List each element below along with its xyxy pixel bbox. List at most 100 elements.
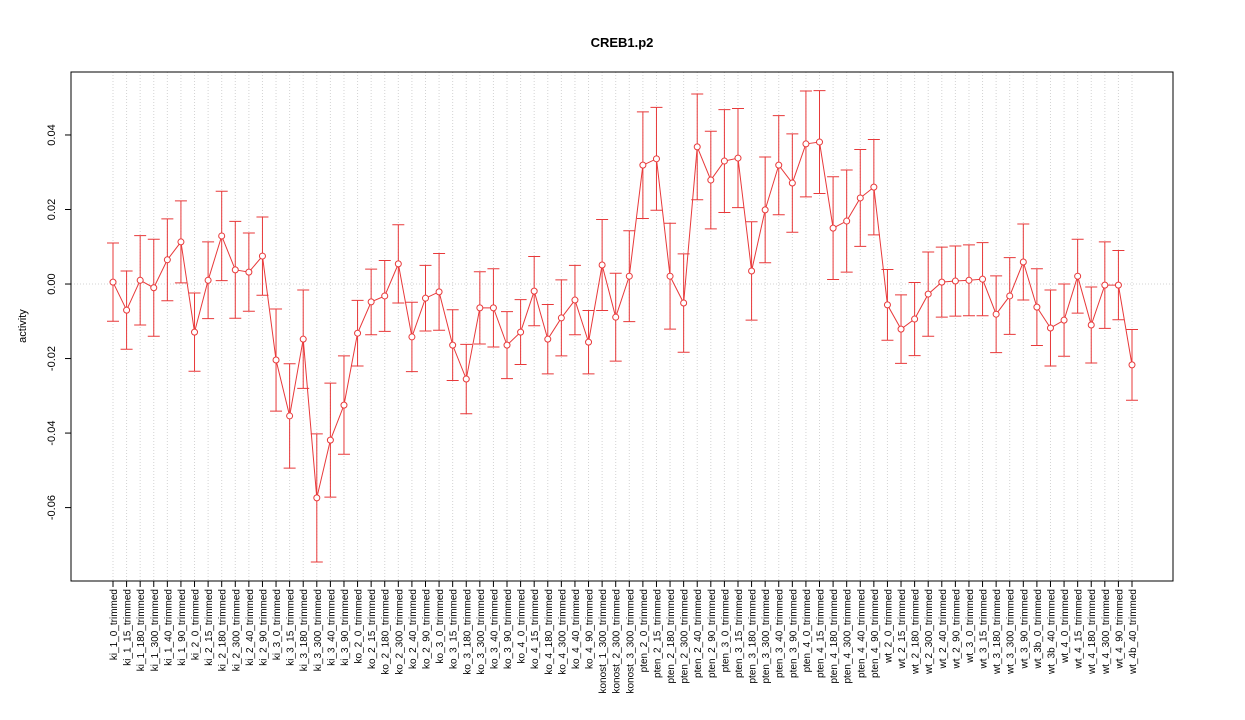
data-point xyxy=(530,287,538,295)
data-point xyxy=(421,294,429,302)
x-tick-label: ko_3_15_trimmed xyxy=(449,589,460,669)
x-tick-label: ki_1_300_trimmed xyxy=(150,589,161,671)
x-tick-label: wt_3b_0_trimmed xyxy=(1033,589,1044,669)
x-tick-label: pten_4_15_trimmed xyxy=(816,589,827,678)
x-tick-label: pten_2_0_trimmed xyxy=(639,589,650,672)
y-tick-label: -0.04 xyxy=(46,421,58,446)
data-point xyxy=(843,217,851,225)
x-tick-label: ko_3_0_trimmed xyxy=(435,589,446,663)
data-point xyxy=(1006,292,1014,300)
data-point xyxy=(340,401,348,409)
y-tick-label: 0.02 xyxy=(46,199,58,220)
data-point xyxy=(1033,303,1041,311)
data-point xyxy=(680,299,688,307)
x-tick-label: wt_2_300_trimmed xyxy=(924,589,935,675)
x-tick-label: ki_1_90_trimmed xyxy=(177,589,188,666)
data-point xyxy=(381,292,389,300)
x-tick-label: pten_2_300_trimmed xyxy=(680,589,691,684)
data-point xyxy=(326,436,334,444)
x-tick-label: wt_2_15_trimmed xyxy=(897,589,908,669)
data-point xyxy=(354,329,362,337)
x-tick-label: pten_3_300_trimmed xyxy=(761,589,772,684)
x-tick-label: ko_3_40_trimmed xyxy=(489,589,500,669)
x-tick-label: konost_1_300_trimmed xyxy=(598,589,609,694)
data-point xyxy=(870,183,878,191)
x-tick-label: ko_4_180_trimmed xyxy=(544,589,555,675)
x-tick-label: wt_4_0_trimmed xyxy=(1060,589,1071,664)
x-tick-label: ko_4_0_trimmed xyxy=(517,589,528,663)
data-point xyxy=(856,194,864,202)
data-point xyxy=(571,296,579,304)
x-tick-label: ki_2_300_trimmed xyxy=(231,589,242,671)
x-tick-label: wt_3_180_trimmed xyxy=(992,589,1003,675)
data-point xyxy=(1019,258,1027,266)
y-tick-label: -0.06 xyxy=(46,495,58,520)
x-tick-label: ki_3_0_trimmed xyxy=(272,589,283,660)
data-point xyxy=(883,301,891,309)
data-point xyxy=(775,161,783,169)
data-point xyxy=(503,341,511,349)
x-tick-label: ki_1_180_trimmed xyxy=(136,589,147,671)
data-point xyxy=(924,290,932,298)
data-point xyxy=(639,161,647,169)
data-point xyxy=(204,276,212,284)
x-tick-label: ko_2_40_trimmed xyxy=(408,589,419,669)
x-tick-label: wt_4b_40_trimmed xyxy=(1128,589,1139,675)
data-point xyxy=(951,277,959,285)
data-line xyxy=(112,141,1133,499)
x-tick-label: wt_4_90_trimmed xyxy=(1114,589,1125,669)
data-point xyxy=(598,261,606,269)
x-tick-label: wt_4_15_trimmed xyxy=(1074,589,1085,669)
data-point xyxy=(449,341,457,349)
x-tick-label: ki_2_40_trimmed xyxy=(245,589,256,666)
data-point xyxy=(231,266,239,274)
data-point xyxy=(136,276,144,284)
data-point xyxy=(544,335,552,343)
x-tick-label: ki_1_15_trimmed xyxy=(123,589,134,666)
data-point xyxy=(992,310,1000,318)
data-point xyxy=(1114,281,1122,289)
data-point xyxy=(625,272,633,280)
x-tick-label: ko_2_15_trimmed xyxy=(367,589,378,669)
data-point xyxy=(462,375,470,383)
x-tick-label: ki_1_0_trimmed xyxy=(109,589,120,660)
x-tick-label: pten_2_180_trimmed xyxy=(666,589,677,684)
x-tick-label: ki_2_0_trimmed xyxy=(191,589,202,660)
x-tick-label: ko_4_15_trimmed xyxy=(530,589,541,669)
x-tick-label: ki_1_40_trimmed xyxy=(163,589,174,666)
x-tick-label: konost_2_300_trimmed xyxy=(612,589,623,694)
x-tick-label: wt_3_0_trimmed xyxy=(965,589,976,664)
x-tick-label: pten_4_180_trimmed xyxy=(829,589,840,684)
x-tick-label: pten_4_40_trimmed xyxy=(856,589,867,678)
x-tick-label: ko_4_300_trimmed xyxy=(557,589,568,675)
data-point xyxy=(150,284,158,292)
data-point xyxy=(1074,272,1082,280)
data-point xyxy=(707,176,715,184)
data-point xyxy=(476,304,484,312)
data-point xyxy=(191,328,199,336)
x-tick-label: wt_3_15_trimmed xyxy=(979,589,990,669)
x-tick-label: ko_2_90_trimmed xyxy=(421,589,432,669)
x-tick-label: ki_3_15_trimmed xyxy=(286,589,297,666)
x-tick-label: pten_3_0_trimmed xyxy=(720,589,731,672)
x-tick-label: wt_2_40_trimmed xyxy=(938,589,949,669)
data-point xyxy=(911,315,919,323)
x-tick-label: pten_4_0_trimmed xyxy=(802,589,813,672)
x-tick-label: ko_4_90_trimmed xyxy=(585,589,596,669)
data-point xyxy=(734,154,742,162)
data-point xyxy=(816,138,824,146)
data-point xyxy=(367,298,375,306)
x-tick-label: pten_2_15_trimmed xyxy=(652,589,663,678)
x-tick-label: ko_3_180_trimmed xyxy=(462,589,473,675)
chart-title: CREB1.p2 xyxy=(591,35,654,50)
y-axis-label: activity xyxy=(17,309,29,343)
x-tick-label: ko_3_90_trimmed xyxy=(503,589,514,669)
x-tick-label: ki_2_90_trimmed xyxy=(258,589,269,666)
data-point xyxy=(965,276,973,284)
data-point xyxy=(748,267,756,275)
x-tick-label: ko_3_300_trimmed xyxy=(476,589,487,675)
data-point xyxy=(585,338,593,346)
x-tick-label: pten_2_90_trimmed xyxy=(707,589,718,678)
data-point xyxy=(720,157,728,165)
